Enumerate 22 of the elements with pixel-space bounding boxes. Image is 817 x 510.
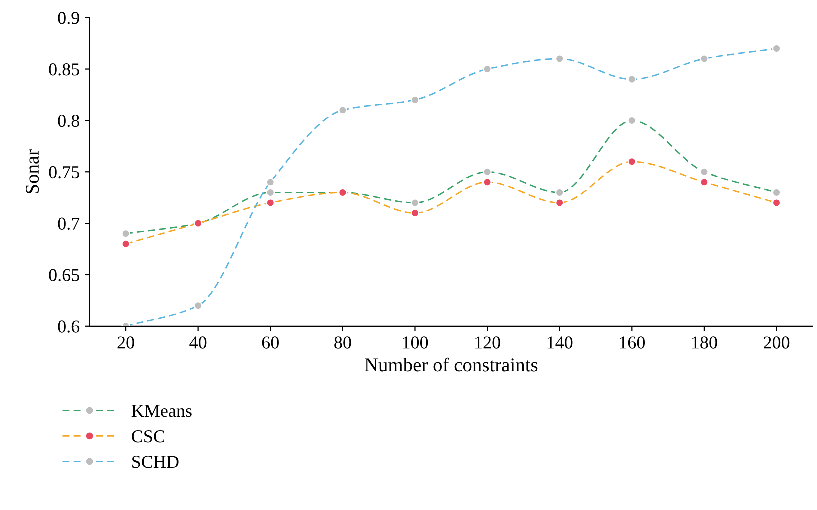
x-tick-label: 80 bbox=[334, 336, 352, 349]
legend-label: CSC bbox=[132, 430, 164, 443]
y-tick-label: 0.75 bbox=[49, 166, 80, 179]
legend-label: KMeans bbox=[132, 405, 192, 418]
x-tick-label: 20 bbox=[118, 336, 134, 349]
x-axis-title: Number of constraints bbox=[365, 358, 538, 372]
legend-label: SCHD bbox=[132, 456, 179, 468]
x-tick-label: 100 bbox=[403, 336, 428, 349]
x-tick-label: 120 bbox=[476, 336, 500, 349]
x-tick-label: 160 bbox=[620, 336, 646, 349]
x-tick-label: 140 bbox=[548, 336, 573, 349]
x-tick-label: 200 bbox=[764, 336, 790, 349]
y-tick-label: 0.85 bbox=[49, 64, 80, 76]
y-tick-label: 0.6 bbox=[58, 320, 80, 333]
y-tick-label: 0.8 bbox=[58, 114, 80, 128]
x-tick-label: 180 bbox=[692, 336, 718, 349]
x-tick-label: 40 bbox=[190, 336, 207, 349]
y-axis-title: Sonar bbox=[26, 150, 40, 194]
y-tick-label: 0.7 bbox=[58, 218, 80, 230]
y-tick-label: 0.65 bbox=[49, 269, 80, 282]
x-tick-label: 60 bbox=[262, 336, 279, 349]
y-tick-label: 0.9 bbox=[58, 12, 80, 24]
